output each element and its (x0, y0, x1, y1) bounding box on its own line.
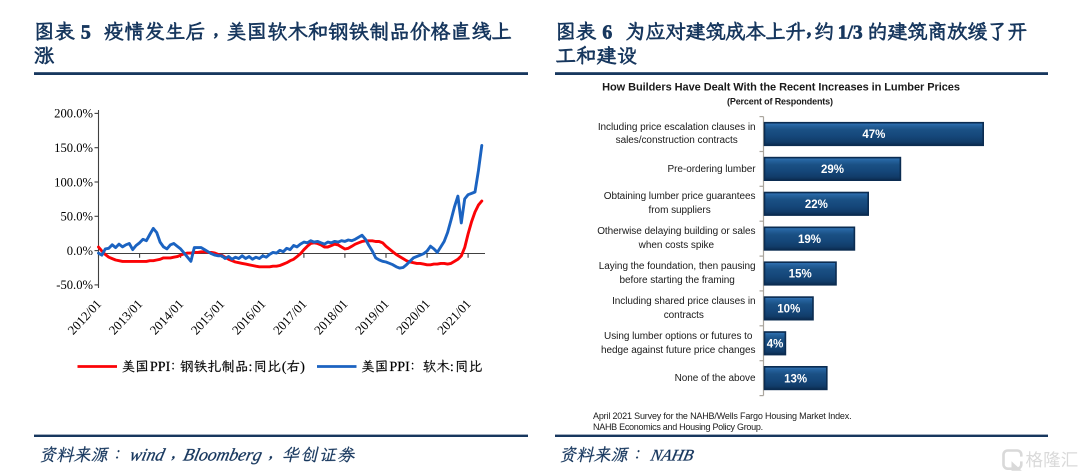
svg-text:10%: 10% (777, 304, 800, 316)
svg-text:How Builders Have Dealt With t: How Builders Have Dealt With the Recent … (602, 81, 960, 93)
svg-text:0.0%: 0.0% (67, 244, 94, 258)
svg-text:2020/01: 2020/01 (394, 297, 433, 337)
svg-text:150.0%: 150.0% (54, 141, 93, 155)
svg-text:13%: 13% (784, 373, 807, 385)
svg-text:2014/01: 2014/01 (147, 297, 186, 337)
svg-text:2013/01: 2013/01 (106, 297, 145, 337)
svg-text:4%: 4% (767, 339, 784, 351)
svg-text:15%: 15% (789, 269, 812, 281)
svg-text:NAHB Economics and Housing Pol: NAHB Economics and Housing Policy Group. (593, 422, 763, 432)
svg-text:200.0%: 200.0% (54, 107, 93, 121)
svg-text:100.0%: 100.0% (54, 175, 93, 189)
svg-text:2018/01: 2018/01 (312, 297, 351, 337)
svg-text:47%: 47% (862, 129, 885, 141)
svg-text:22%: 22% (805, 199, 828, 211)
svg-text:2016/01: 2016/01 (229, 297, 268, 337)
svg-text:-50.0%: -50.0% (56, 278, 93, 292)
svg-text:29%: 29% (821, 164, 844, 176)
svg-text:2019/01: 2019/01 (353, 297, 392, 337)
svg-text:50.0%: 50.0% (60, 210, 93, 224)
svg-text:2012/01: 2012/01 (65, 297, 104, 337)
svg-text:April 2021 Survey for the NAHB: April 2021 Survey for the NAHB/Wells Far… (593, 411, 852, 421)
svg-text:2021/01: 2021/01 (435, 297, 474, 337)
svg-text:(Percent of Respondents): (Percent of Respondents) (727, 96, 833, 106)
svg-text:2017/01: 2017/01 (271, 297, 310, 337)
svg-text:2015/01: 2015/01 (188, 297, 227, 337)
svg-text:19%: 19% (798, 234, 821, 246)
